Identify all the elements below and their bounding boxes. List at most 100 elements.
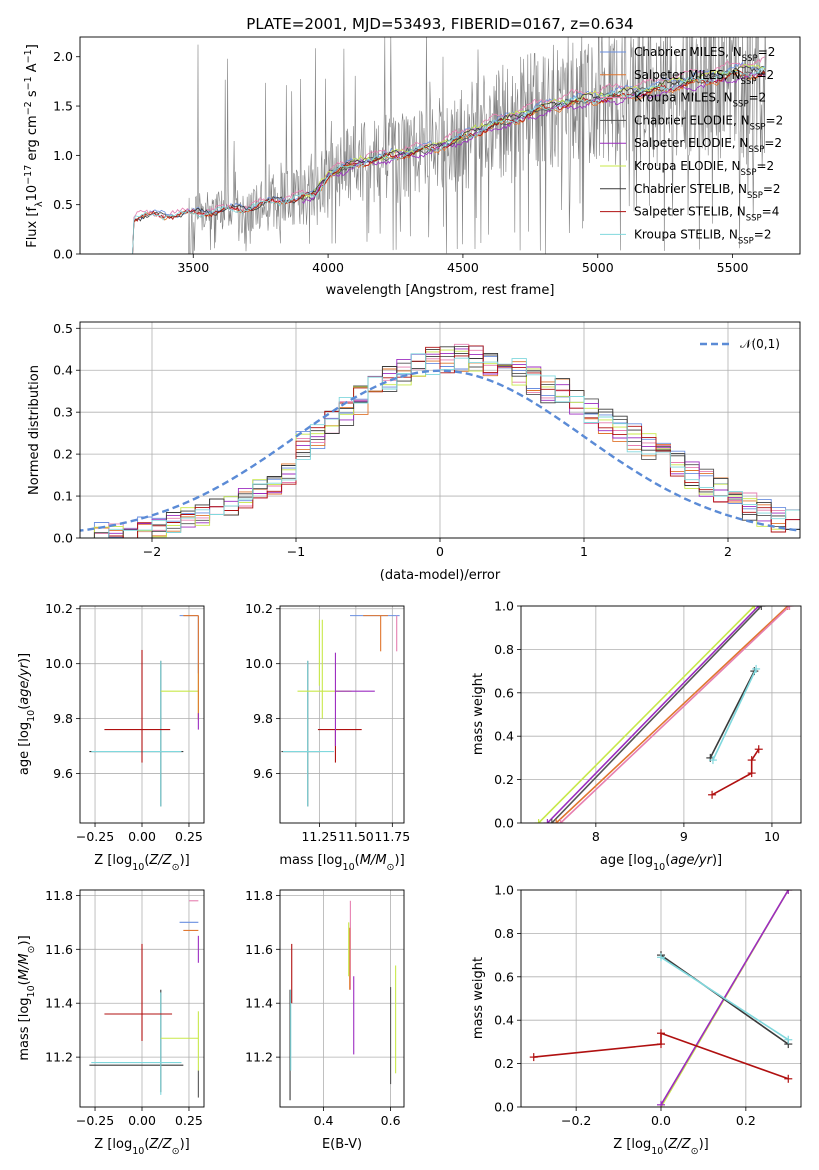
age-vs-mass-ytick-label: 10.2 bbox=[245, 601, 273, 616]
mw-vs-age-marker-salpeter_elodie bbox=[543, 819, 552, 823]
legend-subscript: SSP bbox=[741, 77, 757, 87]
spectrum-ytick-label: 1.0 bbox=[53, 148, 73, 163]
spectrum-ytick-label: 0.0 bbox=[53, 247, 73, 262]
mass-vs-ebv-panel: 0.4 0.6 11.2 11.4 11.6 11.8 E(B-V) bbox=[245, 888, 405, 1152]
mw-vs-z-ytick-label: 0.0 bbox=[494, 1100, 514, 1115]
mass-vs-ebv-ytick-label: 11.4 bbox=[245, 996, 273, 1011]
mw-vs-z-ytick-label: 0.4 bbox=[494, 1013, 514, 1028]
residuals-ylabel: Normed distribution bbox=[27, 365, 42, 495]
age-z-ylabel: age [log10(age/yr)] bbox=[17, 653, 37, 775]
mw-vs-z-marker-kroupa_stelib bbox=[657, 953, 665, 962]
spectrum-xtick-label: 4500 bbox=[447, 260, 479, 275]
mw-vs-z-series-kroupa_stelib bbox=[660, 956, 789, 1041]
mass-z-xlabel-part: 10 bbox=[132, 1146, 144, 1157]
mw-vs-age-xtick-label: 9 bbox=[680, 829, 688, 844]
residuals-xlabel: (data-model)/error bbox=[380, 568, 501, 583]
mw-vs-age-marker-chabrier_elodie bbox=[547, 819, 556, 823]
mass-z-ylabel: mass [log10(M/M⊙)] bbox=[17, 935, 37, 1060]
mw-vs-z-xtick-label: 0.2 bbox=[736, 1113, 756, 1128]
mass-z-ylabel-part: ⊙ bbox=[26, 946, 37, 954]
mass-vs-z-xtick-label: 0.00 bbox=[128, 1113, 156, 1128]
mass-vs-ebv-ytick-label: 11.8 bbox=[245, 888, 273, 903]
spectrum-ylabel-part: ] bbox=[25, 44, 40, 49]
age-mass-xlabel-part: M/M bbox=[360, 853, 387, 868]
legend-subscript: SSP bbox=[733, 100, 749, 110]
mass-vs-z-xtick-label: 0.25 bbox=[175, 1113, 203, 1128]
legend-label-kroupa_elodie: Kroupa ELODIE, NSSP=2 bbox=[634, 159, 774, 178]
mw-vs-age-series-salpeter_elodie bbox=[546, 606, 760, 823]
age-mass-xlabel-part: mass [log bbox=[279, 853, 342, 868]
mass-vs-ebv-plot-area bbox=[289, 900, 397, 1101]
mass-z-ylabel-part: M/M bbox=[17, 953, 32, 980]
residuals-panel: −2 −1 0 1 2 0.0 0.1 0.2 0.3 0.4 0.5 (data-model)/er… bbox=[27, 321, 801, 583]
mass-vs-z-plot-area bbox=[89, 900, 199, 1098]
legend-subscript: SSP bbox=[741, 168, 757, 178]
spectrum-xtick-label: 5000 bbox=[582, 260, 614, 275]
spectrum-ylabel-part: 10 bbox=[25, 185, 40, 202]
residuals-plot-area bbox=[80, 343, 800, 538]
legend-text: =4 bbox=[762, 205, 780, 219]
mw-vs-z-axes: −0.2 0.0 0.2 0.0 0.2 0.4 0.6 0.8 1.0 Z [log10(Z/Z… bbox=[471, 883, 802, 1157]
spectrum-ylabel: Flux [fλ10−17 erg cm−2 s−1 A−1] bbox=[23, 44, 45, 248]
mass-z-ylabel-part: )] bbox=[17, 935, 32, 945]
legend-subscript: SSP bbox=[742, 54, 758, 64]
age-mass-xlabel: mass [log10(M/M⊙)] bbox=[279, 853, 404, 873]
legend-text: =2 bbox=[766, 113, 784, 127]
spectrum-model-line-salpeter_elodie bbox=[301, 72, 766, 205]
age-mass-xlabel-part: 10 bbox=[343, 862, 355, 873]
mw-vs-age-xlabel-part: age/yr bbox=[670, 853, 713, 868]
mw-vs-age-series-chabrier_stelib bbox=[709, 670, 756, 759]
age-vs-z-ytick-label: 9.6 bbox=[53, 766, 73, 781]
mw-vs-age-marker-kroupa_miles bbox=[785, 606, 794, 610]
legend-text: Kroupa MILES, N bbox=[634, 91, 733, 105]
mw-vs-z-xlabel: Z [log10(Z/Z⊙)] bbox=[613, 1137, 708, 1157]
residuals-xtick-label: −2 bbox=[143, 544, 161, 559]
mw-vs-z-xtick-label: 0.0 bbox=[651, 1113, 671, 1128]
age-vs-mass-axes: 11.25 11.50 11.75 9.6 9.8 10.0 10.2 mass [log10… bbox=[245, 601, 410, 872]
mw-vs-age-series-kroupa_stelib bbox=[712, 668, 757, 761]
age-vs-z-xtick-label: 0.25 bbox=[175, 829, 203, 844]
residuals-xtick-label: 1 bbox=[580, 544, 588, 559]
mw-vs-z-xlabel-part: ⊙ bbox=[691, 1146, 699, 1157]
age-z-xlabel-part: 10 bbox=[132, 862, 144, 873]
mw-vs-age-ytick-label: 1.0 bbox=[494, 599, 514, 614]
residuals-ytick-label: 0.4 bbox=[53, 363, 73, 378]
mass-vs-ebv-ytick-label: 11.2 bbox=[245, 1050, 273, 1065]
age-vs-mass-xtick-label: 11.50 bbox=[338, 829, 374, 844]
mw-vs-z-marker-salpeter_elodie bbox=[784, 890, 793, 894]
mw-vs-age-plot-area bbox=[534, 606, 794, 823]
legend-text: =2 bbox=[756, 68, 774, 82]
mw-vs-age-series-chabrier_elodie bbox=[551, 606, 762, 823]
mw-vs-z-series-salpeter_stelib bbox=[533, 1032, 789, 1080]
mass-ebv-xlabel: E(B-V) bbox=[322, 1137, 362, 1152]
mw-vs-age-xtick-label: 8 bbox=[592, 829, 600, 844]
age-vs-z-ytick-label: 10.2 bbox=[45, 601, 73, 616]
age-z-ylabel-part: ( bbox=[17, 705, 32, 710]
legend-label-kroupa_miles: Kroupa MILES, NSSP=2 bbox=[634, 91, 766, 110]
spectrum-frame bbox=[79, 36, 801, 255]
mw-vs-age-xlabel-part: )] bbox=[712, 853, 722, 868]
age-vs-z-xtick-label: −0.25 bbox=[76, 829, 114, 844]
mw-vs-age-marker-kroupa_elodie bbox=[534, 819, 543, 823]
mass-z-xlabel-part: Z/Z bbox=[148, 1137, 172, 1152]
legend-label-kroupa_stelib: Kroupa STELIB, NSSP=2 bbox=[634, 227, 772, 246]
mw-vs-age-marker-salpeter_stelib bbox=[747, 756, 756, 765]
age-vs-mass-ytick-label: 9.6 bbox=[253, 766, 273, 781]
mass-z-ylabel-part: 10 bbox=[26, 985, 37, 997]
spectrum-ylabel-part: −1 bbox=[23, 76, 34, 90]
figure-title: PLATE=2001, MJD=53493, FIBERID=0167, z=0… bbox=[246, 15, 633, 33]
legend-subscript: SSP bbox=[748, 145, 764, 155]
age-vs-z-ytick-label: 9.8 bbox=[53, 711, 73, 726]
legend-text: Kroupa ELODIE, N bbox=[634, 159, 741, 173]
mw-vs-age-xlabel-part: age [log bbox=[600, 853, 653, 868]
legend-label-chabrier_elodie: Chabrier ELODIE, NSSP=2 bbox=[634, 113, 783, 132]
spectrum-axes: 3500 4000 4500 5000 5500 0.0 0.5 1.0 1.5 2.0 wavel… bbox=[23, 36, 801, 298]
legend-text: Salpeter MILES, N bbox=[634, 68, 741, 82]
legend-text: =2 bbox=[764, 136, 782, 150]
mw-vs-age-marker-kroupa_stelib bbox=[708, 756, 717, 765]
age-z-xlabel: Z [log10(Z/Z⊙)] bbox=[94, 853, 189, 873]
legend-text: Salpeter ELODIE, N bbox=[634, 136, 748, 150]
mass-z-xlabel-part: )] bbox=[180, 1137, 190, 1152]
mw-vs-z-ylabel: mass weight bbox=[471, 957, 486, 1039]
mass-z-ylabel-part: ( bbox=[17, 980, 32, 985]
